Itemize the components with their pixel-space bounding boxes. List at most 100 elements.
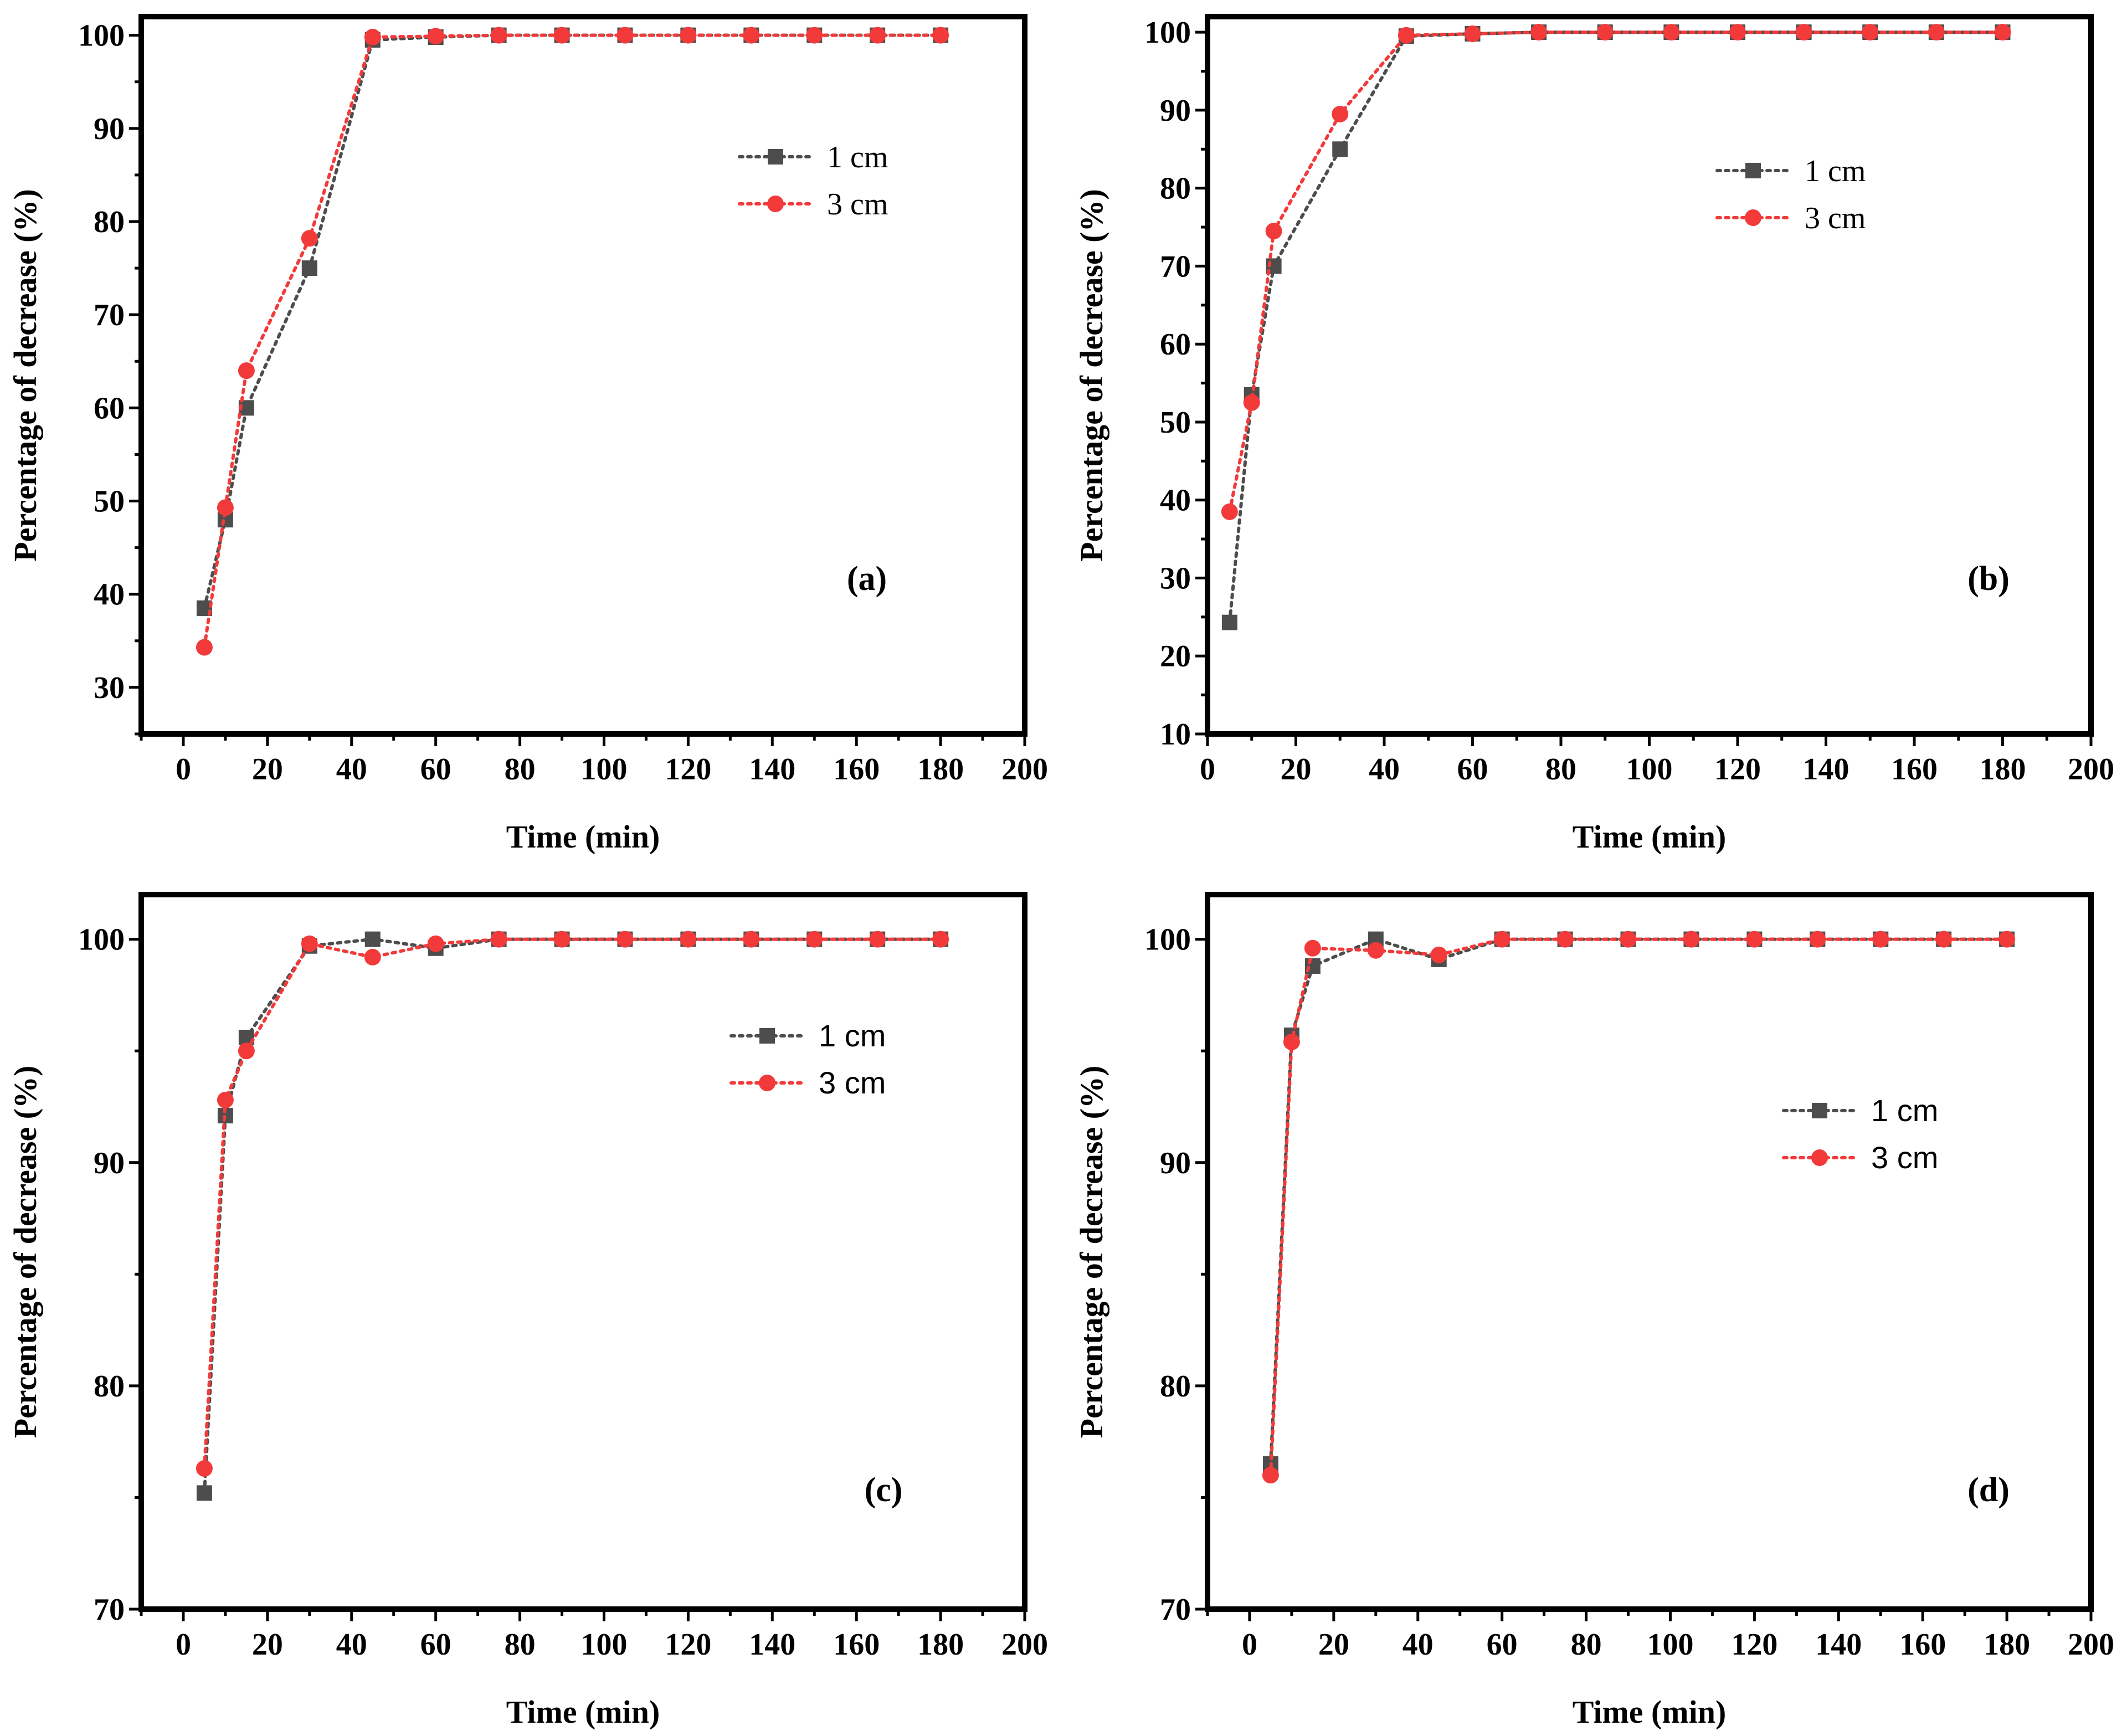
x-tick-label: 60: [1457, 752, 1488, 787]
legend-label: 1 cm: [1805, 154, 1866, 188]
y-tick-label: 100: [78, 923, 125, 957]
data-point-3cm: [1994, 24, 2011, 41]
data-point-3cm: [1398, 27, 1415, 44]
legend-label: 1 cm: [1871, 1093, 1938, 1128]
y-tick-label: 40: [1160, 484, 1191, 518]
y-tick-label: 100: [1144, 16, 1191, 50]
data-point-3cm: [616, 931, 634, 948]
plot-frame: [1205, 892, 2094, 1612]
x-axis-title: Time (min): [506, 1694, 660, 1730]
data-point-3cm: [932, 27, 949, 44]
y-tick-label: 30: [94, 671, 125, 705]
panel-label: (c): [865, 1471, 903, 1509]
data-point-3cm: [1265, 223, 1282, 240]
series-line-1: [202, 937, 943, 1470]
x-tick-label: 200: [2068, 1627, 2114, 1662]
data-point-3cm: [1663, 24, 1680, 41]
x-tick-label: 60: [420, 752, 451, 787]
x-tick-label: 100: [1647, 1627, 1693, 1662]
data-point-3cm: [1530, 24, 1548, 41]
series-line-0: [1227, 30, 2005, 624]
x-tick-label: 120: [1714, 752, 1761, 787]
series-line-0: [202, 33, 943, 610]
data-point-3cm: [1367, 942, 1384, 959]
data-point-1cm: [196, 1485, 212, 1501]
y-tick-label: 90: [94, 112, 125, 146]
data-point-3cm: [1221, 503, 1238, 520]
x-tick-label: 20: [1318, 1627, 1349, 1662]
x-tick-label: 80: [505, 1627, 536, 1662]
data-point-3cm: [1304, 939, 1321, 957]
x-tick-label: 160: [1899, 1627, 1946, 1662]
legend-label: 1 cm: [819, 1018, 886, 1053]
y-tick-label: 20: [1160, 639, 1191, 674]
x-tick-label: 180: [1980, 752, 2026, 787]
y-axis-title: Percentage of decrease (%): [1073, 1066, 1109, 1439]
legend-marker-circle: [759, 1075, 775, 1091]
data-point-3cm: [743, 931, 760, 948]
data-point-3cm: [1795, 24, 1812, 41]
y-tick-label: 70: [1160, 249, 1191, 284]
x-tick-label: 200: [1001, 752, 1048, 787]
x-tick-label: 60: [1487, 1627, 1518, 1662]
x-tick-label: 120: [1731, 1627, 1777, 1662]
x-tick-label: 200: [2068, 752, 2114, 787]
data-point-3cm: [217, 499, 234, 516]
legend-marker-square: [759, 1028, 775, 1044]
data-point-3cm: [1809, 931, 1826, 948]
data-point-3cm: [364, 948, 381, 965]
y-tick-label: 80: [94, 205, 125, 239]
x-axis-title: Time (min): [506, 819, 660, 855]
x-tick-label: 40: [1402, 1627, 1434, 1662]
x-tick-label: 60: [420, 1627, 451, 1662]
x-axis-title: Time (min): [1573, 819, 1727, 855]
x-tick-label: 160: [1891, 752, 1938, 787]
x-tick-label: 180: [917, 752, 964, 787]
data-point-3cm: [1493, 931, 1511, 948]
x-tick-label: 0: [176, 752, 191, 787]
legend-label: 3 cm: [1871, 1140, 1938, 1175]
plot-frame: [138, 892, 1027, 1612]
y-tick-label: 10: [1160, 717, 1191, 752]
x-tick-label: 80: [1571, 1627, 1602, 1662]
x-tick-label: 0: [176, 1627, 191, 1662]
plot-frame: [138, 14, 1027, 737]
y-tick-label: 70: [94, 298, 125, 332]
x-tick-label: 160: [833, 752, 880, 787]
data-point-3cm: [196, 1460, 213, 1477]
plot-frame: [1205, 14, 2094, 737]
data-point-3cm: [616, 27, 634, 44]
y-tick-label: 100: [1144, 923, 1191, 957]
legend-marker-circle: [1745, 209, 1761, 226]
y-tick-label: 30: [1160, 561, 1191, 595]
data-point-3cm: [1243, 394, 1260, 411]
x-tick-label: 180: [1984, 1627, 2030, 1662]
series-line-1: [1268, 937, 2009, 1477]
x-tick-label: 80: [505, 752, 536, 787]
data-point-1cm: [1332, 141, 1348, 157]
data-point-3cm: [743, 27, 760, 44]
data-point-3cm: [869, 27, 886, 44]
x-tick-label: 120: [665, 1627, 711, 1662]
y-tick-label: 90: [94, 1146, 125, 1180]
data-point-3cm: [1620, 931, 1637, 948]
data-point-3cm: [427, 935, 444, 952]
data-point-3cm: [238, 1042, 255, 1060]
data-point-3cm: [553, 27, 571, 44]
x-tick-label: 200: [1001, 1627, 1048, 1662]
y-tick-label: 50: [1160, 405, 1191, 440]
series-line-0: [202, 937, 943, 1495]
legend-marker-circle: [1811, 1149, 1828, 1166]
data-point-3cm: [680, 931, 697, 948]
data-point-3cm: [806, 27, 823, 44]
y-axis-title: Percentage of decrease (%): [1073, 189, 1109, 562]
data-point-3cm: [1683, 931, 1700, 948]
y-axis-title: Percentage of decrease (%): [7, 189, 43, 562]
y-tick-label: 80: [1160, 172, 1191, 206]
x-tick-label: 40: [1369, 752, 1400, 787]
panel-label: (d): [1967, 1471, 2010, 1509]
x-tick-label: 140: [749, 752, 795, 787]
panel-label: (a): [847, 560, 887, 598]
legend-marker-square: [768, 149, 783, 165]
